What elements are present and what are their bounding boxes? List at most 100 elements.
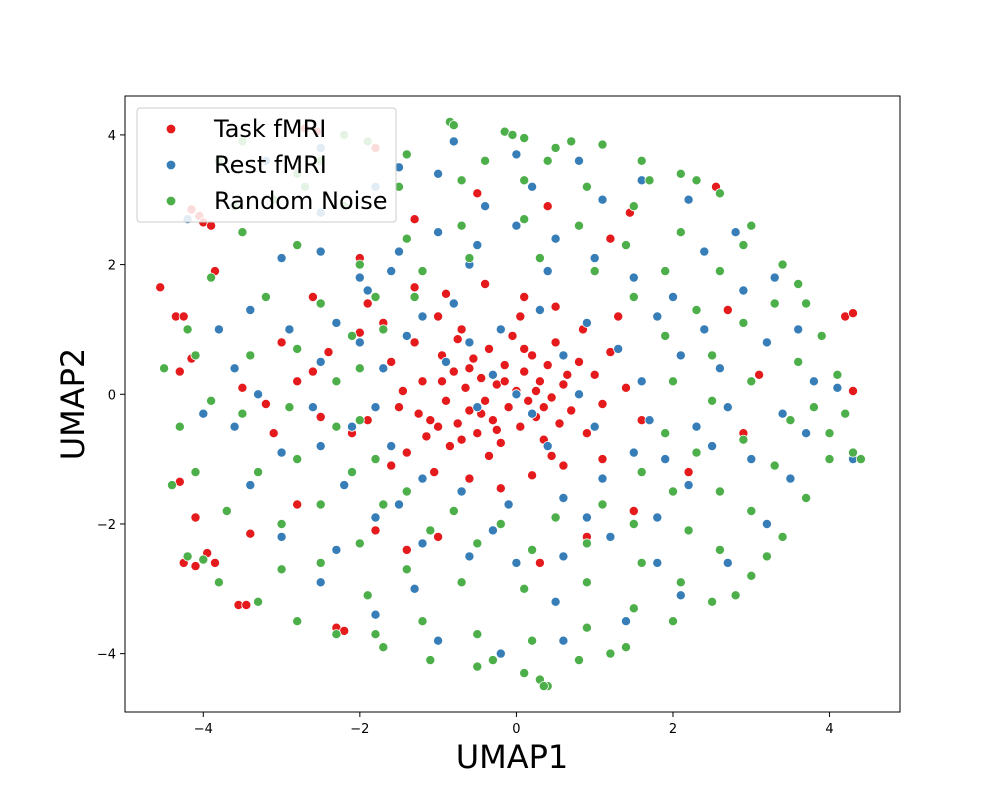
data-point [574, 356, 585, 367]
data-point [476, 373, 487, 384]
data-point [237, 408, 248, 419]
data-point [668, 616, 679, 627]
data-point [315, 356, 326, 367]
data-point [354, 259, 365, 270]
data-point [480, 395, 491, 406]
data-point [550, 337, 561, 348]
data-point [276, 519, 287, 530]
data-point [515, 421, 526, 432]
data-point [581, 181, 592, 192]
data-point [472, 188, 483, 199]
legend-marker [165, 123, 177, 135]
data-point [378, 363, 389, 374]
data-point [754, 369, 765, 380]
data-point [527, 635, 538, 646]
data-point [675, 350, 686, 361]
data-point [722, 402, 733, 413]
data-point [519, 291, 530, 302]
data-point [354, 538, 365, 549]
data-point [401, 149, 412, 160]
data-point [448, 136, 459, 147]
data-point [554, 418, 565, 429]
data-point [558, 460, 569, 471]
data-point [660, 454, 671, 465]
data-point [613, 343, 624, 354]
data-point [354, 272, 365, 283]
data-point [464, 337, 475, 348]
data-point [276, 564, 287, 575]
data-point [409, 282, 420, 293]
y-axis-title: UMAP2 [54, 348, 92, 461]
data-point [534, 253, 545, 264]
data-point [832, 369, 843, 380]
data-point [738, 434, 749, 445]
data-point [401, 544, 412, 555]
data-point [534, 304, 545, 315]
data-point [245, 350, 256, 361]
data-point [241, 600, 252, 611]
data-point [229, 421, 240, 432]
series-1 [182, 136, 859, 659]
data-point [433, 421, 444, 432]
data-point [464, 253, 475, 264]
data-point [738, 317, 749, 328]
data-point [801, 298, 812, 309]
data-point [581, 317, 592, 328]
data-point [292, 376, 303, 387]
data-point [339, 480, 350, 491]
data-point [276, 337, 287, 348]
data-point [331, 421, 342, 432]
data-point [848, 308, 859, 319]
data-point [386, 266, 397, 277]
data-point [668, 376, 679, 387]
data-point [315, 441, 326, 452]
data-point [480, 278, 491, 289]
data-point [652, 557, 663, 568]
y-axis-ticks: −4 −2 0 2 4 [97, 129, 125, 663]
data-point [456, 434, 467, 445]
legend-item: Task fMRI [165, 115, 326, 143]
data-point [511, 220, 522, 231]
data-point [370, 525, 381, 536]
data-point [433, 635, 444, 646]
data-point [448, 298, 459, 309]
data-point [331, 317, 342, 328]
data-point [292, 499, 303, 510]
data-point [527, 544, 538, 555]
y-tick-label: −2 [97, 518, 116, 533]
data-point [793, 278, 804, 289]
data-point [401, 486, 412, 497]
data-point [746, 570, 757, 581]
data-point [714, 266, 725, 277]
data-point [675, 168, 686, 179]
data-point [421, 431, 432, 442]
data-point [487, 415, 498, 426]
data-point [495, 483, 506, 494]
data-point [558, 635, 569, 646]
data-point [440, 395, 451, 406]
data-point [472, 661, 483, 672]
data-point [538, 402, 549, 413]
data-point [307, 291, 318, 302]
data-point [519, 214, 530, 225]
data-point [315, 499, 326, 510]
data-point [393, 246, 404, 257]
legend-label: Random Noise [214, 187, 388, 215]
data-point [237, 382, 248, 393]
data-point [190, 561, 201, 572]
data-point [292, 454, 303, 465]
data-point [409, 214, 420, 225]
data-point [276, 447, 287, 458]
data-point [511, 557, 522, 568]
data-point [401, 233, 412, 244]
data-point [401, 564, 412, 575]
data-point [206, 272, 217, 283]
data-point [386, 356, 397, 367]
data-point [621, 616, 632, 627]
data-point [746, 505, 757, 516]
data-point [761, 337, 772, 348]
data-point [417, 376, 428, 387]
data-point [527, 181, 538, 192]
data-point [691, 447, 702, 458]
data-point [370, 629, 381, 640]
